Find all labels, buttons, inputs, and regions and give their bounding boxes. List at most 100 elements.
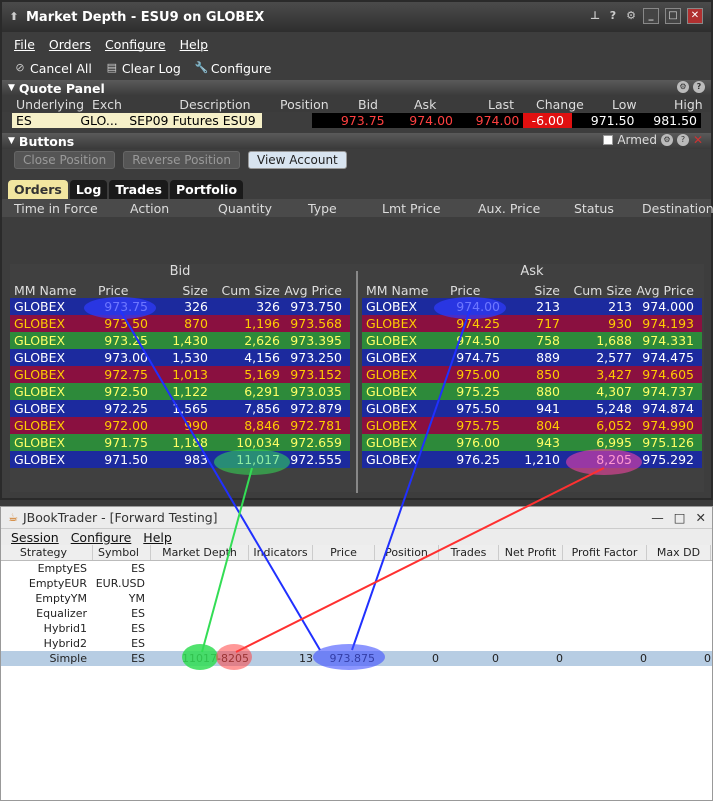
- ask-price: 974.00: [456, 299, 500, 314]
- bid-size: 1,530: [172, 350, 208, 365]
- close-button[interactable]: ✕: [695, 510, 706, 525]
- ask-row[interactable]: GLOBEX 976.25 1,210 8,205 975.292: [362, 451, 702, 468]
- wrench-icon: 🔧: [194, 61, 209, 74]
- tab-trades[interactable]: Trades: [109, 180, 168, 199]
- tab-orders[interactable]: Orders: [8, 180, 68, 199]
- panel-help-icon[interactable]: ?: [693, 81, 705, 93]
- bid-row[interactable]: GLOBEX 973.75 326 326 973.750: [10, 298, 350, 315]
- ask-h-avg: Avg Price: [636, 282, 694, 298]
- bid-avg: 973.250: [290, 350, 342, 365]
- th-symbol[interactable]: Symbol: [93, 545, 151, 560]
- ask-row[interactable]: GLOBEX 976.00 943 6,995 975.126: [362, 434, 702, 451]
- th-max-dd[interactable]: Max DD: [647, 545, 711, 560]
- minimize-button[interactable]: _: [643, 8, 659, 24]
- th-market-depth[interactable]: Market Depth: [151, 545, 249, 560]
- strategy-row[interactable]: Equalizer ES: [1, 606, 712, 621]
- bid-row[interactable]: GLOBEX 972.50 1,122 6,291 973.035: [10, 383, 350, 400]
- th-indicators[interactable]: Indicators: [249, 545, 313, 560]
- strategy-row[interactable]: EmptyES ES: [1, 561, 712, 576]
- configure-button[interactable]: 🔧 Configure: [195, 61, 272, 76]
- clear-log-button[interactable]: ▤ Clear Log: [106, 61, 181, 76]
- bid-price: 971.50: [104, 452, 148, 467]
- qh-underlying: Underlying: [16, 96, 85, 112]
- bid-avg: 972.659: [290, 435, 342, 450]
- tab-log[interactable]: Log: [69, 180, 108, 199]
- ask-row[interactable]: GLOBEX 974.75 889 2,577 974.475: [362, 349, 702, 366]
- bid-price: 972.00: [104, 418, 148, 433]
- settings-icon[interactable]: ⚙: [626, 9, 636, 22]
- orders-table[interactable]: [2, 217, 711, 247]
- ask-row[interactable]: GLOBEX 975.50 941 5,248 974.874: [362, 400, 702, 417]
- close-position-button[interactable]: Close Position: [14, 151, 116, 169]
- ask-row[interactable]: GLOBEX 975.25 880 4,307 974.737: [362, 383, 702, 400]
- menu-configure[interactable]: Configure: [70, 529, 132, 545]
- ask-row[interactable]: GLOBEX 975.75 804 6,052 974.990: [362, 417, 702, 434]
- strategy-symbol: ES: [131, 622, 145, 635]
- bid-size: 1,013: [172, 367, 208, 382]
- bid-row[interactable]: GLOBEX 973.25 1,430 2,626 973.395: [10, 332, 350, 349]
- th-trades[interactable]: Trades: [439, 545, 499, 560]
- ask-h-price: Price: [450, 282, 481, 298]
- menu-configure[interactable]: Configure: [104, 36, 166, 52]
- strategy-symbol: ES: [131, 652, 145, 665]
- close-button[interactable]: ✕: [687, 8, 703, 24]
- ask-row[interactable]: GLOBEX 974.50 758 1,688 974.331: [362, 332, 702, 349]
- minimize-button[interactable]: —: [651, 510, 664, 525]
- tab-portfolio[interactable]: Portfolio: [169, 180, 244, 199]
- armed-checkbox[interactable]: [603, 135, 614, 145]
- bid-row[interactable]: GLOBEX 972.25 1,565 7,856 972.879: [10, 400, 350, 417]
- th-profit-factor[interactable]: Profit Factor: [563, 545, 647, 560]
- menu-help[interactable]: Help: [179, 36, 209, 52]
- clear-log-label: Clear Log: [121, 60, 181, 76]
- collapse-icon[interactable]: ▼: [8, 83, 15, 93]
- strategy-row[interactable]: Hybrid2 ES: [1, 636, 712, 651]
- bid-row[interactable]: GLOBEX 973.50 870 1,196 973.568: [10, 315, 350, 332]
- panel-settings-icon[interactable]: ⚙: [677, 81, 689, 93]
- qh-ask: Ask: [414, 96, 437, 112]
- bid-mm: GLOBEX: [14, 452, 66, 467]
- strategy-row[interactable]: Simple ES 11017-8205 13 973.875 0 0 0 0 0: [1, 651, 712, 666]
- strategy-symbol: ES: [131, 562, 145, 575]
- bid-size: 870: [184, 316, 208, 331]
- menu-orders[interactable]: Orders: [48, 36, 91, 52]
- collapse-icon[interactable]: ▼: [8, 136, 15, 146]
- ask-avg: 974.737: [642, 384, 694, 399]
- help-icon[interactable]: ?: [609, 9, 617, 22]
- menu-session[interactable]: Session: [11, 529, 59, 545]
- bid-price: 973.00: [104, 350, 148, 365]
- ask-row[interactable]: GLOBEX 974.25 717 930 974.193: [362, 315, 702, 332]
- th-net-profit[interactable]: Net Profit: [499, 545, 563, 560]
- strategy-row[interactable]: EmptyYM YM: [1, 591, 712, 606]
- bid-row[interactable]: GLOBEX 972.00 990 8,846 972.781: [10, 417, 350, 434]
- maximize-button[interactable]: □: [665, 8, 681, 24]
- view-account-button[interactable]: View Account: [248, 151, 347, 169]
- ask-price: 974.50: [456, 333, 500, 348]
- bid-cum: 4,156: [244, 350, 280, 365]
- strategy-row[interactable]: EmptyEUR EUR.USD: [1, 576, 712, 591]
- strategy-symbol: ES: [131, 637, 145, 650]
- bid-row[interactable]: GLOBEX 971.75 1,188 10,034 972.659: [10, 434, 350, 451]
- strategy-table-header: Strategy Symbol Market Depth Indicators …: [1, 545, 712, 561]
- bid-row[interactable]: GLOBEX 972.75 1,013 5,169 973.152: [10, 366, 350, 383]
- menu-file[interactable]: File: [14, 36, 35, 52]
- panel-close-icon[interactable]: ✕: [692, 133, 703, 147]
- menu-help[interactable]: Help: [143, 529, 172, 545]
- book-divider[interactable]: [356, 271, 358, 493]
- ask-row[interactable]: GLOBEX 974.00 213 213 974.000: [362, 298, 702, 315]
- ask-row[interactable]: GLOBEX 975.00 850 3,427 974.605: [362, 366, 702, 383]
- cancel-all-button[interactable]: ⊘ Cancel All: [14, 61, 91, 76]
- maximize-button[interactable]: □: [673, 510, 686, 525]
- pin-icon[interactable]: ⊥: [589, 9, 601, 22]
- bid-row[interactable]: GLOBEX 971.50 983 11,017 972.555: [10, 451, 350, 468]
- reverse-position-button[interactable]: Reverse Position: [123, 151, 241, 169]
- th-strategy[interactable]: Strategy: [1, 545, 93, 560]
- panel-help-icon[interactable]: ?: [676, 134, 689, 146]
- q-low: 971.50: [572, 113, 639, 128]
- ask-cum: 930: [608, 316, 632, 331]
- strategy-row[interactable]: Hybrid1 ES: [1, 621, 712, 636]
- panel-settings-icon[interactable]: ⚙: [660, 134, 673, 146]
- bid-row[interactable]: GLOBEX 973.00 1,530 4,156 973.250: [10, 349, 350, 366]
- quote-panel-header: ▼ Quote Panel ⚙?: [2, 80, 711, 96]
- th-position[interactable]: Position: [375, 545, 439, 560]
- th-price[interactable]: Price: [313, 545, 375, 560]
